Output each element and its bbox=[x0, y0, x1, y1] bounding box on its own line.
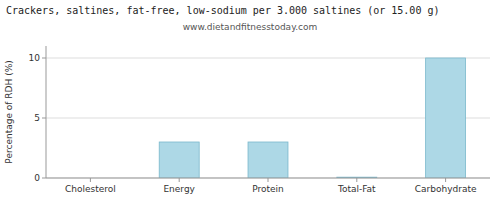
tick-mark bbox=[356, 178, 357, 182]
tick-label: Cholesterol bbox=[65, 184, 116, 194]
subtitle: www.dietandfitnesstoday.com bbox=[183, 22, 318, 32]
tick-mark bbox=[42, 178, 46, 179]
tick-label: Protein bbox=[252, 184, 284, 194]
tick-label: Carbohydrate bbox=[415, 184, 477, 194]
tick-label: Total-Fat bbox=[337, 184, 376, 194]
title: Crackers, saltines, fat-free, low-sodium… bbox=[6, 5, 439, 16]
tick-mark bbox=[445, 178, 446, 182]
tick-label: 0 bbox=[34, 173, 40, 183]
tick-mark bbox=[42, 58, 46, 59]
tick-label: 10 bbox=[29, 53, 41, 63]
grid-line bbox=[46, 58, 490, 59]
tick-mark bbox=[179, 178, 180, 182]
tick-mark bbox=[268, 178, 269, 182]
chart: Crackers, saltines, fat-free, low-sodium… bbox=[0, 0, 500, 200]
bar bbox=[248, 142, 288, 178]
grid-line bbox=[46, 118, 490, 119]
y-axis-label: Percentage of RDH (%) bbox=[4, 60, 14, 163]
bar bbox=[159, 142, 199, 178]
y-axis-line bbox=[46, 46, 47, 178]
tick-label: Energy bbox=[163, 184, 195, 194]
bars bbox=[159, 58, 465, 178]
bar bbox=[426, 58, 466, 178]
tick-label: 5 bbox=[34, 113, 40, 123]
tick-mark bbox=[90, 178, 91, 182]
tick-mark bbox=[42, 118, 46, 119]
